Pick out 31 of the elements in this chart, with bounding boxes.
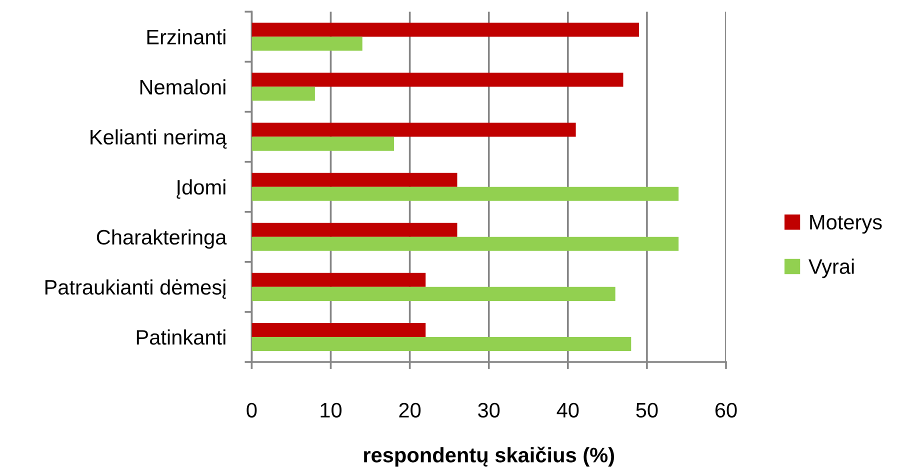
bar: [252, 272, 426, 287]
bar: [252, 86, 315, 101]
bar: [252, 172, 458, 187]
bar: [252, 136, 394, 151]
legend-label: Moterys: [810, 215, 882, 234]
x-tick-label: 10: [320, 402, 342, 418]
y-tick-label: Patinkanti: [136, 329, 226, 345]
bar: [252, 186, 679, 201]
bar: [252, 222, 458, 237]
y-tick-label: Erzinanti: [147, 29, 226, 44]
bar: [252, 322, 426, 337]
bar: [252, 286, 616, 301]
y-tick-label: Kelianti nerimą: [90, 129, 227, 149]
x-tick-label: 20: [399, 402, 421, 418]
x-tick-label: 0: [246, 402, 257, 418]
x-axis-title: respondentų skaičius (%): [364, 446, 614, 467]
x-tick-label: 60: [715, 402, 737, 418]
y-tick-label: Charakteringa: [96, 229, 227, 249]
bar: [252, 36, 362, 51]
x-tick-label: 30: [478, 402, 500, 418]
bar: [252, 236, 679, 251]
bar: [252, 72, 624, 87]
bar: [252, 122, 576, 137]
y-tick-label: Patraukianti dėmesį: [45, 279, 226, 299]
bar: [252, 22, 640, 37]
y-tick-label: Nemaloni: [140, 79, 226, 95]
x-tick-label: 40: [556, 402, 579, 418]
bar: [252, 336, 632, 351]
legend-label: Vyrai: [808, 258, 854, 278]
y-tick-label: Įdomi: [176, 179, 226, 199]
x-tick-label: 50: [636, 402, 658, 418]
